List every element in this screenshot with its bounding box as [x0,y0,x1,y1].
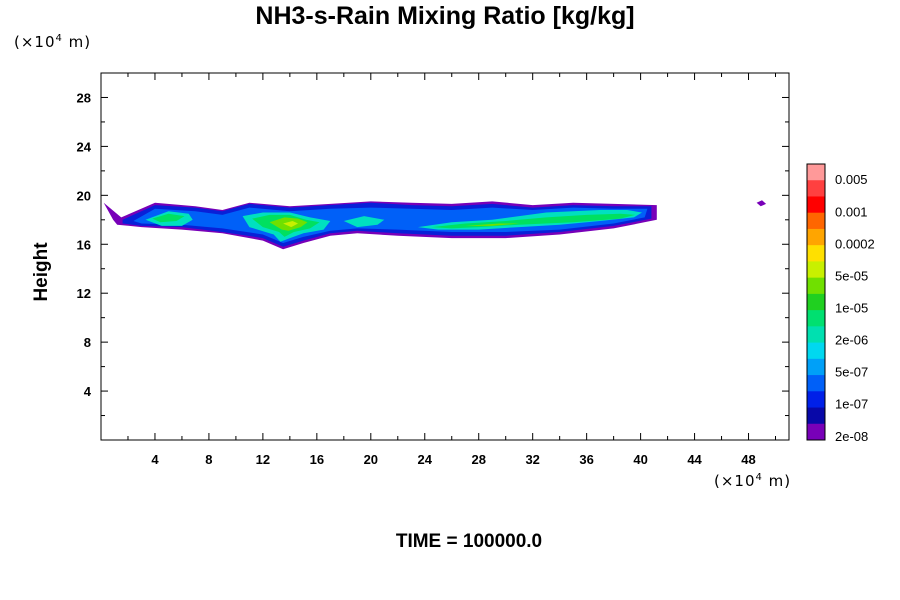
x-tick-label: 4 [151,452,159,467]
x-tick-label: 28 [471,452,485,467]
colorbar-label: 0.005 [835,172,868,187]
x-axis-unit: (×104 m) [714,472,791,490]
y-tick-label: 8 [84,335,91,350]
chart-title: NH3-s-Rain Mixing Ratio [kg/kg] [255,2,635,30]
contour-layer [103,200,767,250]
colorbar-frame [806,163,826,441]
colorbar-swatch [807,180,825,197]
colorbar-label: 0.001 [835,204,868,219]
colorbar-swatch [807,407,825,425]
colorbar-swatch [807,310,825,327]
x-unit-suffix: m) [762,472,792,490]
x-tick-label: 36 [579,452,593,467]
colorbar-swatch [807,326,825,343]
colorbar-swatch [807,358,825,376]
x-tick-label: 16 [310,452,324,467]
y-unit-exponent: 4 [55,33,63,44]
colorbar-swatch [807,391,825,408]
y-unit-suffix: m) [62,33,92,51]
x-tick-label: 24 [418,452,433,467]
contour-region-12 [283,221,298,228]
contour-region-13 [756,200,767,207]
colorbar-swatch [807,277,825,295]
colorbar-label: 1e-05 [835,301,868,316]
colorbar-swatch [807,375,825,392]
contour-region-5 [343,216,385,228]
colorbar: 0.005 0.001 0.0002 5e-05 1e-05 2e-06 5e-07 1e-0… [806,163,875,444]
colorbar-swatch [807,196,825,214]
time-label: TIME = 100000.0 [395,531,543,552]
x-tick-label: 8 [205,452,212,467]
colorbar-swatch [807,293,825,311]
colorbar-label: 2e-06 [835,333,868,348]
y-tick-label: 24 [77,139,92,154]
x-tick-label: 20 [364,452,378,467]
y-tick-label: 28 [77,90,91,105]
colorbar-swatch [807,212,825,230]
colorbar-swatch [807,423,825,441]
colorbar-swatch [807,228,825,246]
y-tick-label: 16 [77,237,91,252]
x-tick-label: 12 [256,452,270,467]
plot-frame [100,72,790,441]
colorbar-label: 1e-07 [835,397,868,412]
y-tick-label: 4 [84,384,92,399]
contour-region-7 [152,213,185,223]
y-axis-unit: (×104 m) [14,33,91,51]
colorbar-label: 2e-08 [835,429,868,444]
x-tick-label: 40 [633,452,647,467]
x-unit-prefix: (×10 [714,472,756,490]
x-tick-label: 44 [687,452,702,467]
colorbar-swatch [807,164,825,181]
colorbar-swatch [807,342,825,360]
colorbar-label: 5e-05 [835,268,868,283]
y-tick-label: 12 [77,286,91,301]
colorbar-label: 0.0002 [835,236,875,251]
x-tick-label: 48 [741,452,755,467]
colorbar-swatch [807,261,825,279]
x-unit-exponent: 4 [755,472,763,483]
contour-region-11 [465,223,520,226]
colorbar-swatch [807,245,825,262]
x-tick-label: 32 [525,452,539,467]
colorbar-label: 5e-07 [835,365,868,380]
y-unit-prefix: (×10 [14,33,56,51]
y-tick-label: 20 [77,188,91,203]
